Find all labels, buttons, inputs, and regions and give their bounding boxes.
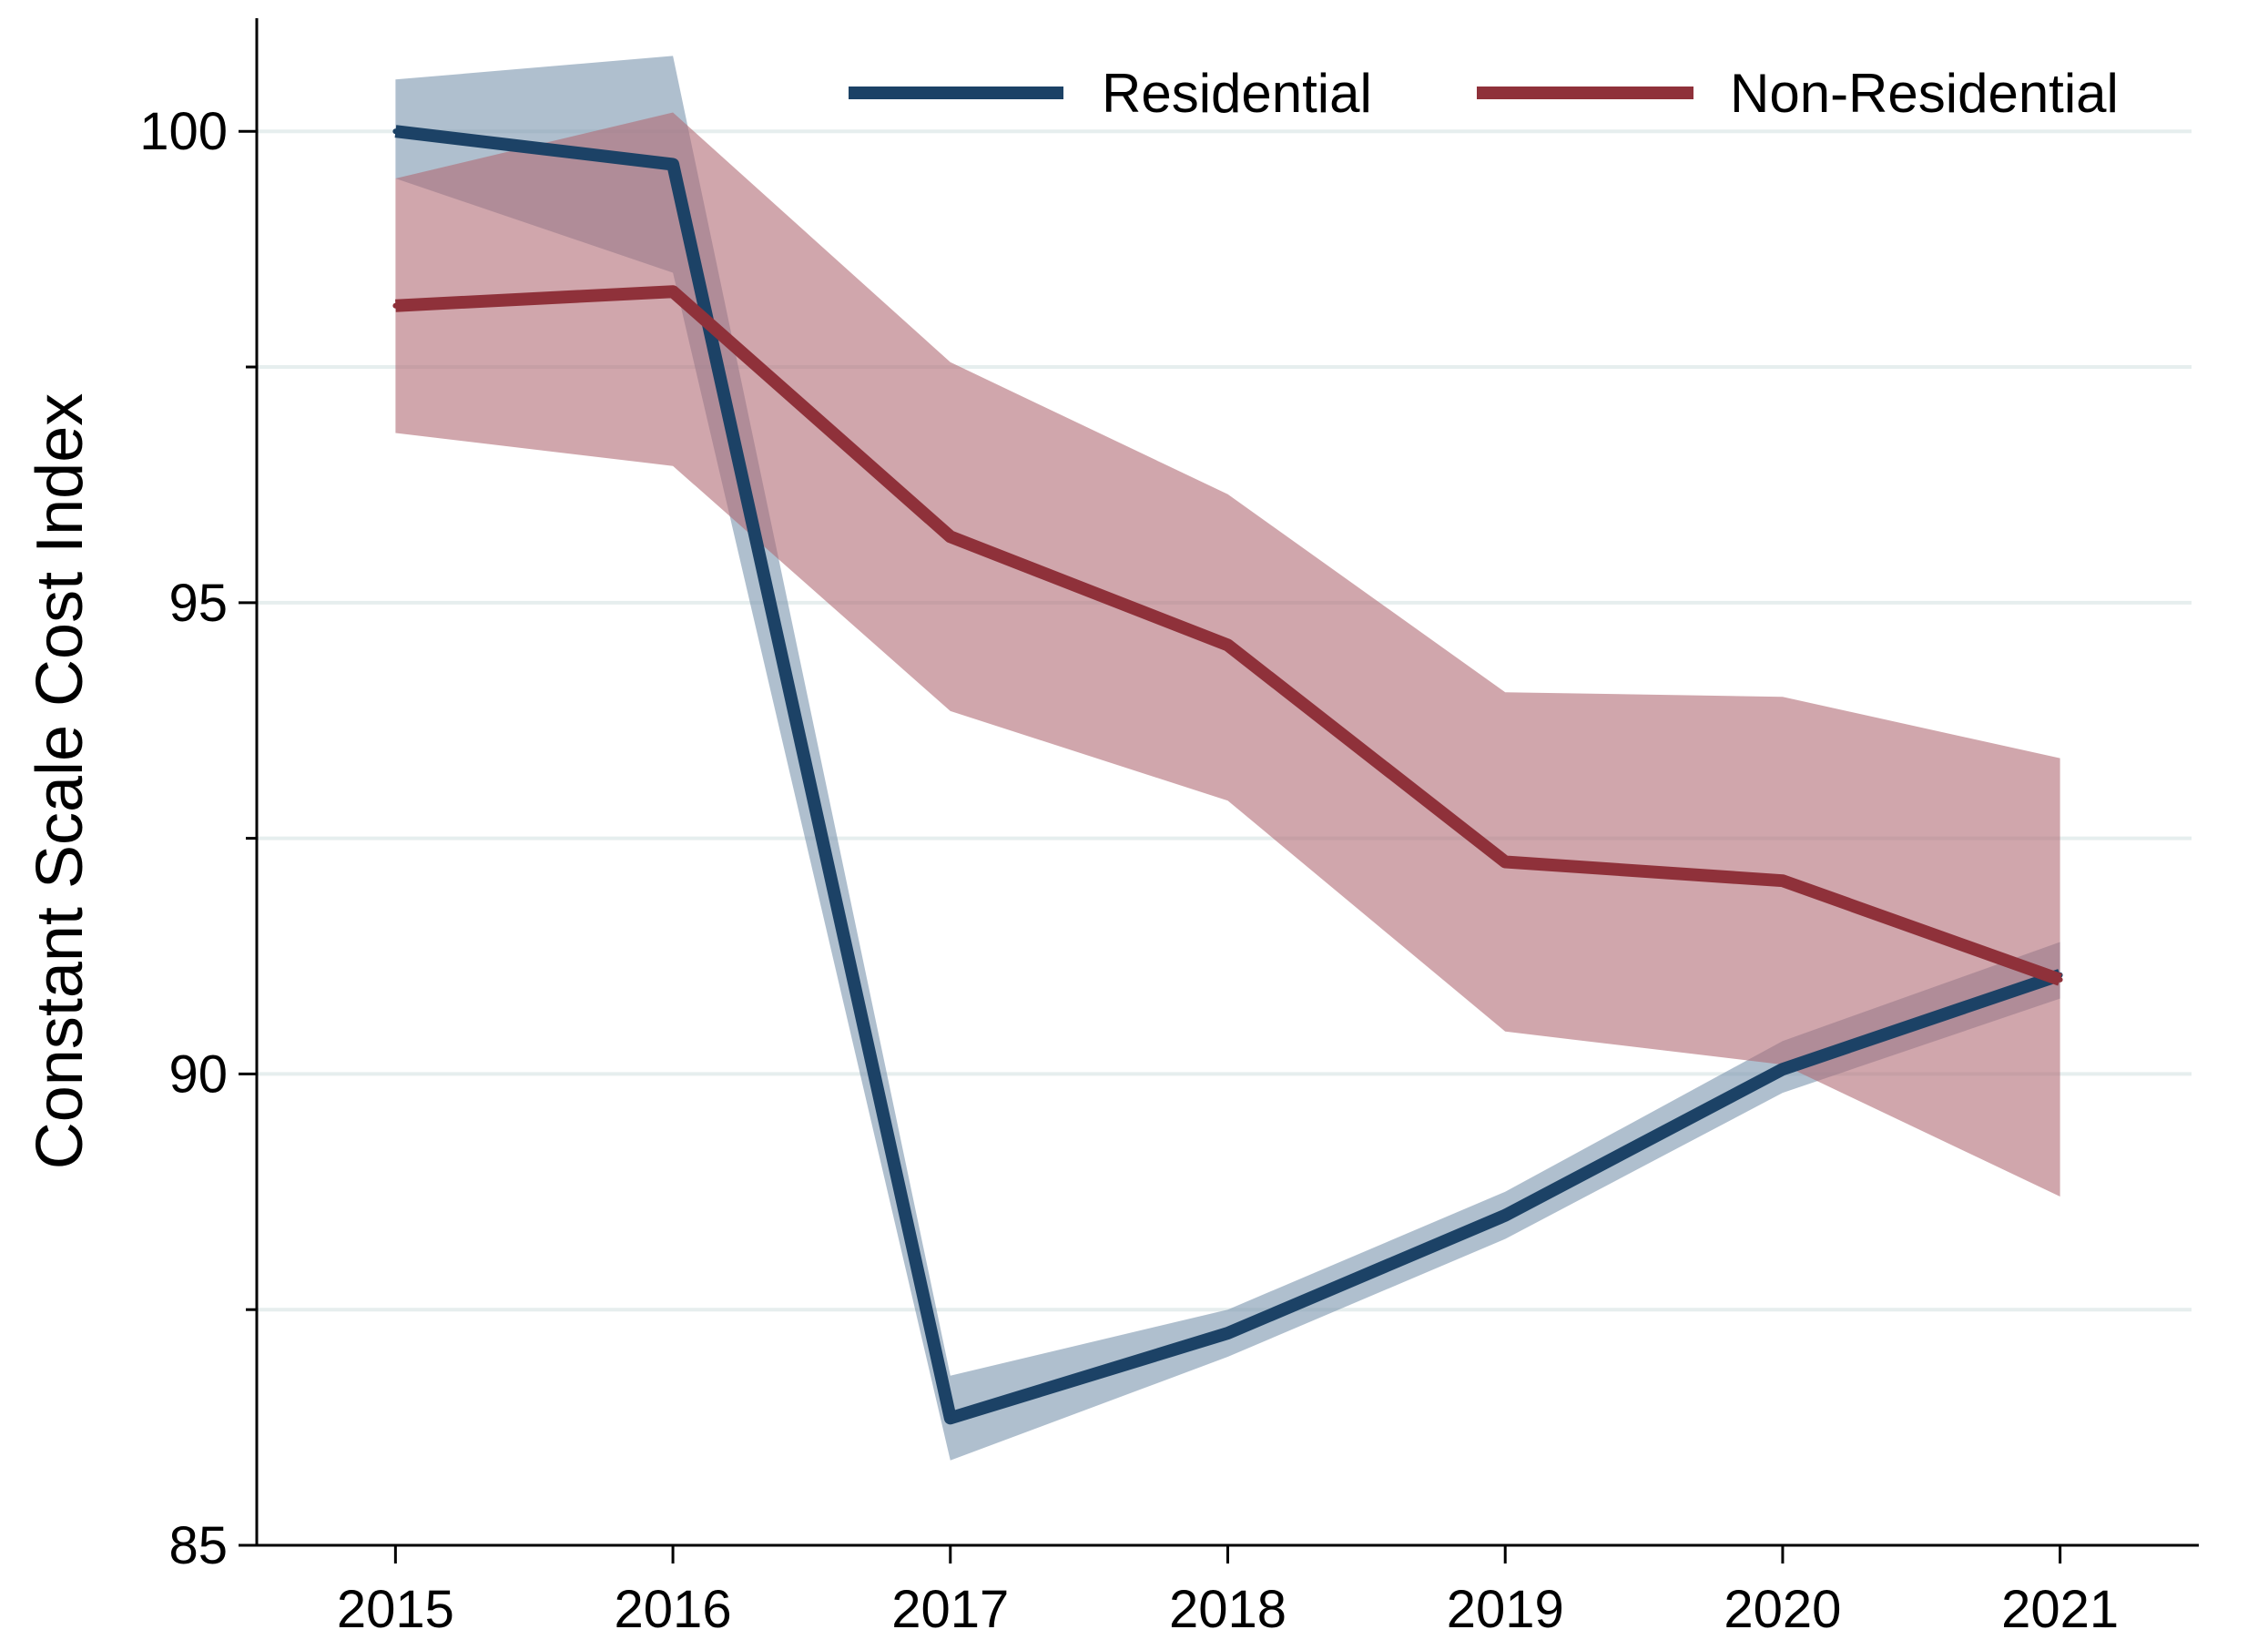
point-residential-2017 — [947, 1415, 953, 1421]
y-tick-label-90: 90 — [168, 1044, 228, 1104]
x-tick-label-2019: 2019 — [1447, 1580, 1564, 1639]
point-non-residential-2017 — [947, 534, 953, 540]
series-lines — [392, 125, 2063, 1425]
y-tick-label-85: 85 — [168, 1516, 228, 1575]
y-axis-title: Constant Scale Cost Index — [24, 393, 97, 1169]
point-non-residential-2020 — [1779, 878, 1785, 884]
point-residential-2018 — [1225, 1330, 1231, 1337]
x-tick-label-2021: 2021 — [2001, 1580, 2119, 1639]
point-non-residential-2019 — [1502, 859, 1509, 865]
x-tick-label-2018: 2018 — [1169, 1580, 1287, 1639]
point-residential-2016 — [670, 161, 676, 168]
point-non-residential-2016 — [670, 289, 676, 295]
point-residential-2019 — [1502, 1212, 1509, 1218]
x-tick-label-2020: 2020 — [1724, 1580, 1841, 1639]
point-residential-2020 — [1779, 1066, 1785, 1073]
point-residential-2015 — [392, 128, 399, 135]
legend-label-non-residential: Non-Residential — [1730, 63, 2119, 124]
point-non-residential-2015 — [392, 302, 399, 309]
x-tick-label-2015: 2015 — [337, 1580, 454, 1639]
y-tick-label-95: 95 — [168, 574, 228, 633]
x-tick-label-2017: 2017 — [891, 1580, 1009, 1639]
legend-label-residential: Residential — [1102, 63, 1372, 124]
axes: 85 90 95 100 2015 2016 2017 2018 2019 2020 2021 — [139, 18, 2199, 1639]
y-tick-label-100: 100 — [139, 102, 228, 161]
x-tick-label-2016: 2016 — [615, 1580, 732, 1639]
legend: Residential Non-Residential — [849, 63, 2119, 124]
confidence-bands — [395, 56, 2060, 1461]
point-non-residential-2018 — [1225, 642, 1231, 648]
point-non-residential-2021 — [2057, 976, 2063, 983]
band-non-residential — [395, 112, 2060, 1197]
